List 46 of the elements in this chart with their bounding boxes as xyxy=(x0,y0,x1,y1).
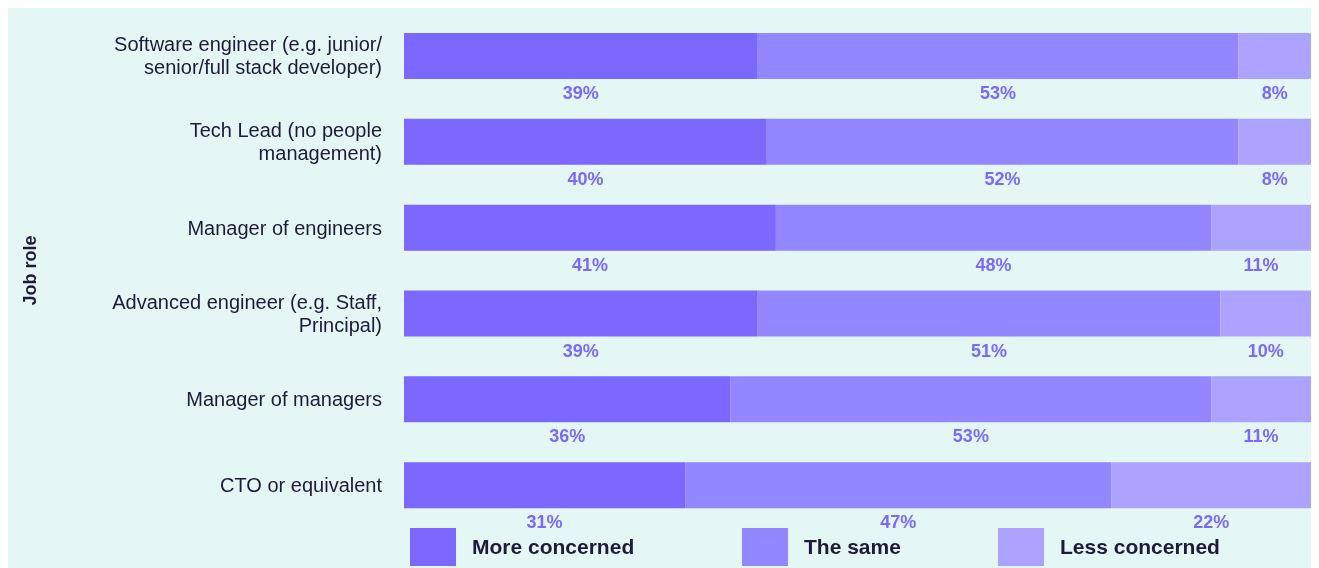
data-label: 39% xyxy=(562,83,599,103)
data-label: 41% xyxy=(571,254,608,275)
bar xyxy=(404,118,767,165)
y-tick-label: CTO or equivalent xyxy=(220,474,383,497)
bar xyxy=(404,290,758,337)
bar xyxy=(404,376,731,423)
data-label: 31% xyxy=(526,512,563,533)
bar xyxy=(404,204,776,251)
y-tick-label: Manager of managers xyxy=(186,388,382,411)
bar xyxy=(1220,290,1311,337)
data-label: 11% xyxy=(1243,426,1279,447)
data-label: 47% xyxy=(880,512,917,533)
bar xyxy=(1111,462,1311,509)
bar xyxy=(404,33,758,79)
bar xyxy=(730,376,1212,423)
y-tick-label: Tech Lead (no people management) xyxy=(189,119,382,165)
data-label: 51% xyxy=(971,340,1008,361)
data-label: 39% xyxy=(562,340,599,361)
y-tick-label: Advanced engineer (e.g. Staff, Principal) xyxy=(112,290,382,336)
data-label: 22% xyxy=(1193,512,1230,533)
bar xyxy=(1211,204,1311,251)
y-tick-label: Manager of engineers xyxy=(187,216,382,239)
y-tick-label: Software engineer (e.g. junior/senior/full stack developer) xyxy=(114,33,383,79)
bar xyxy=(775,204,1212,251)
bar xyxy=(1238,33,1311,79)
data-label: 48% xyxy=(975,254,1012,275)
data-label: 11% xyxy=(1243,254,1279,275)
legend-label: The same xyxy=(804,535,901,559)
y-axis-title: Job role xyxy=(20,235,41,306)
data-label: 40% xyxy=(567,168,604,189)
legend-label: More concerned xyxy=(472,535,635,559)
bar xyxy=(404,462,686,509)
data-label: 53% xyxy=(980,83,1017,103)
data-label: 53% xyxy=(952,426,989,447)
data-label: 8% xyxy=(1261,83,1288,103)
bar xyxy=(1238,118,1311,165)
bar xyxy=(757,33,1239,79)
bar xyxy=(685,462,1112,509)
data-label: 36% xyxy=(549,426,586,447)
data-label: 8% xyxy=(1261,168,1288,189)
legend-label: Less concerned xyxy=(1060,535,1220,559)
bar xyxy=(1211,376,1311,423)
data-label: 10% xyxy=(1247,340,1284,361)
bar xyxy=(757,290,1221,337)
data-label: 52% xyxy=(984,168,1021,189)
bar xyxy=(766,118,1239,165)
